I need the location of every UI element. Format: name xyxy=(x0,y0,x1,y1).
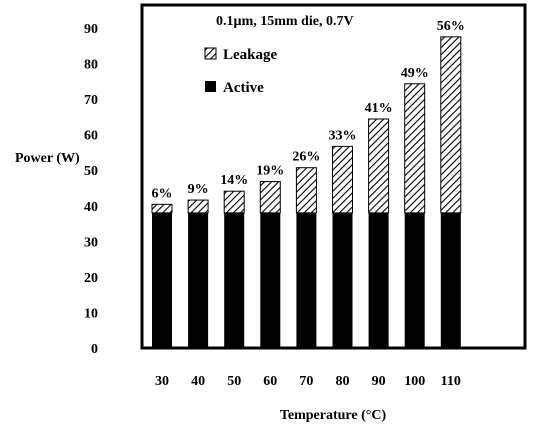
x-tick-30: 30 xyxy=(155,374,169,389)
bar-leakage-110 xyxy=(440,36,462,214)
legend: Leakage Active xyxy=(204,47,278,96)
bar-leakage-30 xyxy=(151,203,173,214)
data-label-40: 9% xyxy=(188,182,209,197)
legend-swatch-active xyxy=(205,81,216,92)
y-tick-labels: 0 10 20 30 40 50 60 70 80 90 xyxy=(84,22,98,357)
y-tick-70: 70 xyxy=(84,93,98,108)
bar-leakage-100 xyxy=(404,83,426,214)
x-tick-80: 80 xyxy=(336,374,350,389)
y-axis-title: Power (W) xyxy=(15,151,80,166)
x-tick-110: 110 xyxy=(441,374,461,389)
bar-active-60 xyxy=(260,212,281,348)
data-label-70: 26% xyxy=(292,150,320,165)
x-tick-60: 60 xyxy=(263,374,277,389)
bar-active-90 xyxy=(368,212,389,348)
y-tick-90: 90 xyxy=(84,22,98,37)
x-tick-labels: 30 40 50 60 70 80 90 100 110 xyxy=(155,374,461,389)
y-tick-50: 50 xyxy=(84,164,98,179)
bar-active-30 xyxy=(152,212,172,348)
x-tick-50: 50 xyxy=(227,374,241,389)
bar-leakage-80 xyxy=(332,145,353,214)
data-label-80: 33% xyxy=(329,128,357,143)
x-tick-40: 40 xyxy=(191,374,205,389)
bar-active-70 xyxy=(296,212,317,348)
bar-active-100 xyxy=(404,212,425,348)
y-tick-0: 0 xyxy=(91,342,98,357)
bar-leakage-40 xyxy=(187,199,209,214)
y-tick-30: 30 xyxy=(84,235,98,250)
bar-active-110 xyxy=(440,212,461,348)
bar-active-50 xyxy=(224,212,245,348)
x-axis-title: Temperature (°C) xyxy=(280,408,387,423)
y-tick-80: 80 xyxy=(84,58,98,73)
bar-leakage-50 xyxy=(223,190,245,214)
chart-title: 0.1µm, 15mm die, 0.7V xyxy=(216,14,354,29)
legend-swatch-leakage xyxy=(204,47,217,60)
legend-label-active: Active xyxy=(223,80,264,96)
bar-leakage-90 xyxy=(368,118,390,214)
legend-label-leakage: Leakage xyxy=(223,47,278,63)
y-tick-20: 20 xyxy=(84,271,98,286)
y-tick-60: 60 xyxy=(84,129,98,144)
x-tick-70: 70 xyxy=(299,374,313,389)
data-label-90: 41% xyxy=(365,101,393,116)
bars-layer xyxy=(151,36,462,348)
x-tick-90: 90 xyxy=(372,374,386,389)
data-label-60: 19% xyxy=(256,164,284,179)
data-label-30: 6% xyxy=(152,186,173,201)
percentage-labels: 6% 9% 14% 19% 26% 33% 41% 49% 56% xyxy=(152,19,465,201)
data-label-100: 49% xyxy=(401,66,429,81)
y-tick-40: 40 xyxy=(84,200,98,215)
bar-leakage-70 xyxy=(295,167,317,214)
data-label-50: 14% xyxy=(220,173,248,188)
bar-active-80 xyxy=(332,212,353,348)
data-label-110: 56% xyxy=(437,19,465,34)
bar-active-40 xyxy=(188,212,209,348)
bar-leakage-60 xyxy=(259,181,281,214)
x-tick-100: 100 xyxy=(404,374,425,389)
y-tick-10: 10 xyxy=(84,306,98,321)
